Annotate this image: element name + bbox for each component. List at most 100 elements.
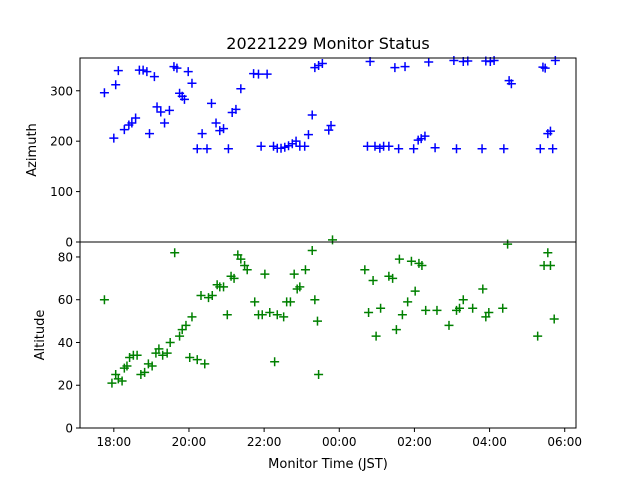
altitude-point-22 bbox=[181, 320, 191, 330]
azimuth-point-69 bbox=[430, 143, 440, 153]
altitude-point-84 bbox=[498, 303, 508, 313]
altitude-point-16 bbox=[158, 350, 168, 360]
altitude-ytick-label-1: 20 bbox=[58, 379, 73, 393]
altitude-ytick-label-3: 60 bbox=[58, 293, 73, 307]
altitude-y-ticks: 0 20 40 60 80 bbox=[58, 250, 80, 436]
azimuth-point-86 bbox=[548, 144, 558, 154]
altitude-point-33 bbox=[222, 310, 232, 320]
azimuth-point-71 bbox=[452, 144, 462, 154]
azimuth-point-49 bbox=[307, 110, 317, 120]
altitude-point-45 bbox=[270, 357, 280, 367]
azimuth-point-26 bbox=[202, 144, 212, 154]
azimuth-point-41 bbox=[276, 143, 286, 153]
azimuth-point-56 bbox=[365, 57, 375, 67]
altitude-point-54 bbox=[307, 246, 317, 256]
altitude-point-90 bbox=[549, 314, 559, 324]
azimuth-markers bbox=[99, 56, 560, 154]
azimuth-point-23 bbox=[187, 78, 197, 88]
altitude-point-40 bbox=[250, 297, 260, 307]
altitude-point-43 bbox=[260, 269, 270, 279]
altitude-point-49 bbox=[285, 297, 295, 307]
x-axis-label: Monitor Time (JST) bbox=[268, 457, 388, 472]
azimuth-point-30 bbox=[219, 124, 229, 134]
altitude-point-67 bbox=[394, 254, 404, 264]
altitude-point-52 bbox=[295, 282, 305, 292]
azimuth-point-28 bbox=[211, 118, 221, 128]
azimuth-point-31 bbox=[223, 144, 233, 154]
azimuth-point-6 bbox=[127, 118, 137, 128]
time-xtick-label-4: 02:00 bbox=[397, 435, 432, 449]
altitude-point-17 bbox=[162, 348, 172, 358]
altitude-point-76 bbox=[444, 320, 454, 330]
altitude-point-83 bbox=[484, 308, 494, 318]
altitude-ytick-label-0: 0 bbox=[65, 422, 73, 436]
azimuth-point-33 bbox=[231, 104, 241, 114]
altitude-point-25 bbox=[192, 355, 202, 365]
altitude-point-20 bbox=[175, 331, 185, 341]
altitude-point-59 bbox=[360, 265, 370, 275]
altitude-point-79 bbox=[458, 295, 468, 305]
azimuth-point-36 bbox=[253, 69, 263, 79]
altitude-point-63 bbox=[376, 303, 386, 313]
azimuth-point-3 bbox=[113, 66, 123, 76]
altitude-point-66 bbox=[391, 325, 401, 335]
azimuth-point-9 bbox=[138, 65, 148, 75]
azimuth-point-18 bbox=[172, 63, 182, 73]
altitude-point-1 bbox=[107, 378, 117, 388]
azimuth-point-4 bbox=[119, 125, 129, 135]
azimuth-point-22 bbox=[183, 67, 193, 77]
azimuth-point-76 bbox=[485, 57, 495, 67]
altitude-point-12 bbox=[143, 359, 153, 369]
azimuth-point-52 bbox=[317, 59, 327, 69]
azimuth-point-53 bbox=[324, 125, 334, 135]
altitude-point-35 bbox=[229, 273, 239, 283]
azimuth-point-42 bbox=[280, 142, 290, 152]
altitude-point-64 bbox=[384, 271, 394, 281]
azimuth-point-39 bbox=[269, 141, 279, 151]
azimuth-point-60 bbox=[384, 141, 394, 151]
azimuth-point-83 bbox=[540, 63, 550, 73]
altitude-point-13 bbox=[147, 361, 157, 371]
altitude-point-86 bbox=[533, 331, 543, 341]
azimuth-point-48 bbox=[303, 130, 313, 140]
altitude-point-9 bbox=[132, 350, 142, 360]
altitude-point-15 bbox=[154, 344, 164, 354]
altitude-panel: 0 20 40 60 80 18:00 20:00 22:00 00:00 02:00 04:00… bbox=[33, 235, 582, 449]
altitude-point-24 bbox=[187, 312, 197, 322]
altitude-point-56 bbox=[312, 316, 322, 326]
azimuth-point-63 bbox=[400, 62, 410, 72]
altitude-point-37 bbox=[236, 254, 246, 264]
altitude-point-27 bbox=[200, 359, 210, 369]
time-x-ticks: 18:00 20:00 22:00 00:00 02:00 04:00 06:00 bbox=[97, 428, 582, 449]
altitude-point-75 bbox=[432, 305, 442, 315]
azimuth-panel: 0 100 200 300 Azimuth bbox=[25, 56, 577, 250]
altitude-point-57 bbox=[314, 370, 324, 380]
azimuth-point-81 bbox=[535, 144, 545, 154]
azimuth-point-37 bbox=[256, 141, 266, 151]
altitude-ytick-label-2: 40 bbox=[58, 336, 73, 350]
altitude-point-6 bbox=[122, 361, 132, 371]
azimuth-point-1 bbox=[109, 133, 119, 143]
azimuth-point-85 bbox=[545, 126, 555, 136]
azimuth-point-68 bbox=[424, 57, 434, 67]
azimuth-point-14 bbox=[156, 107, 166, 117]
azimuth-point-11 bbox=[145, 129, 155, 139]
azimuth-point-7 bbox=[131, 113, 141, 123]
altitude-point-44 bbox=[265, 308, 275, 318]
altitude-point-55 bbox=[310, 295, 320, 305]
azimuth-point-61 bbox=[390, 63, 400, 73]
altitude-point-0 bbox=[99, 295, 109, 305]
altitude-point-50 bbox=[289, 269, 299, 279]
altitude-point-65 bbox=[388, 273, 398, 283]
azimuth-point-62 bbox=[394, 144, 404, 154]
azimuth-point-57 bbox=[370, 141, 380, 151]
azimuth-ytick-label-0: 0 bbox=[65, 236, 73, 250]
azimuth-point-24 bbox=[192, 144, 202, 154]
azimuth-point-12 bbox=[149, 72, 159, 82]
altitude-point-21 bbox=[177, 325, 187, 335]
altitude-point-61 bbox=[368, 275, 378, 285]
azimuth-point-0 bbox=[99, 88, 109, 98]
azimuth-ytick-label-3: 300 bbox=[50, 84, 73, 98]
altitude-point-69 bbox=[403, 297, 413, 307]
